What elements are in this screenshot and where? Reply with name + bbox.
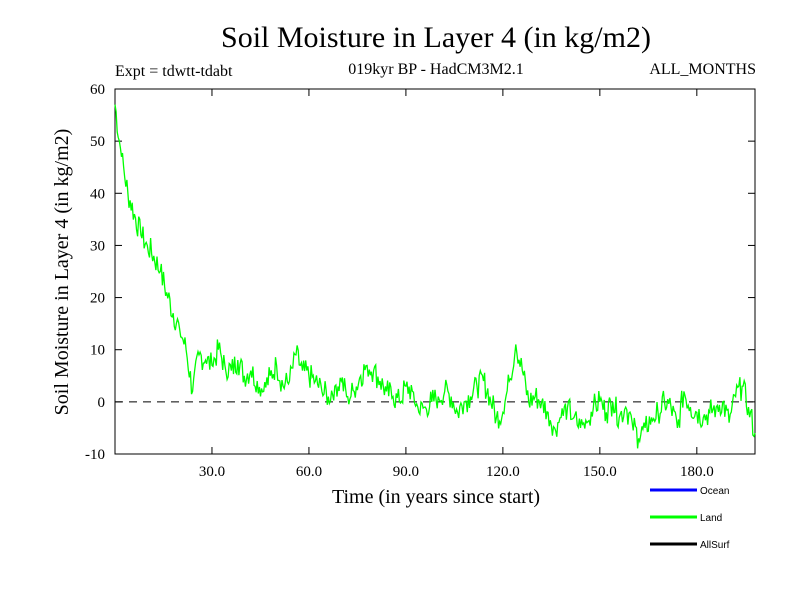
x-axis-label: Time (in years since start) (332, 486, 540, 508)
legend-label-land: Land (700, 513, 722, 524)
y-tick-label: 60 (90, 82, 105, 98)
chart-title: Soil Moisture in Layer 4 (in kg/m2) (221, 21, 651, 54)
subtitle-center: 019kyr BP - HadCM3M2.1 (348, 61, 523, 78)
series-line-land (114, 104, 756, 449)
y-tick-label: 30 (90, 238, 105, 254)
x-tick-label: 150.0 (583, 464, 617, 480)
y-axis-label: Soil Moisture in Layer 4 (in kg/m2) (51, 129, 73, 416)
plot-frame (114, 88, 756, 455)
legend-label-ocean: Ocean (700, 486, 729, 497)
y-tick-label: 40 (90, 186, 105, 202)
x-tick-label: 30.0 (199, 464, 225, 480)
legend: Ocean Land AllSurf (650, 486, 730, 551)
y-tick-label: 50 (90, 134, 105, 150)
y-tick-label: -10 (85, 447, 105, 463)
x-tick-label: 180.0 (680, 464, 714, 480)
y-tick-label: 0 (98, 395, 106, 411)
months-label: ALL_MONTHS (649, 61, 756, 78)
legend-label-allsurf: AllSurf (700, 540, 730, 551)
x-tick-label: 120.0 (486, 464, 520, 480)
x-tick-label: 90.0 (393, 464, 419, 480)
x-tick-label: 60.0 (296, 464, 322, 480)
experiment-label: Expt = tdwtt-tdabt (115, 63, 233, 80)
y-tick-label: 20 (90, 291, 105, 307)
y-tick-label: 10 (90, 343, 105, 359)
